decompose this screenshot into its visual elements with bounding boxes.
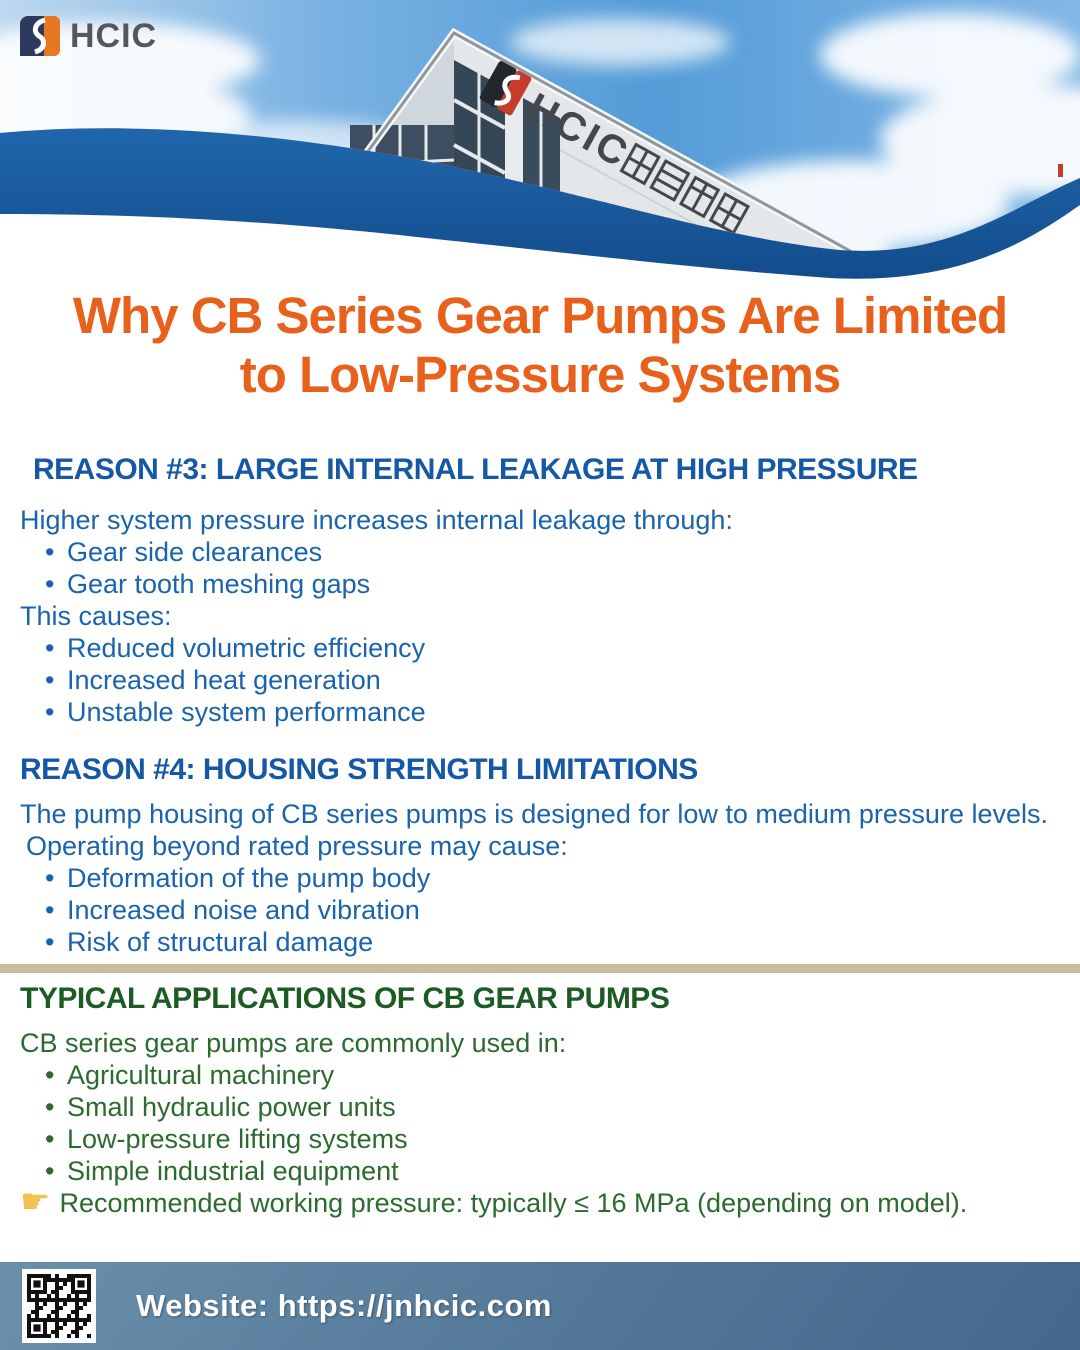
- list-item: Gear tooth meshing gaps: [20, 568, 1060, 600]
- reason3-intro: Higher system pressure increases interna…: [20, 505, 733, 535]
- hcic-logo-icon: [20, 16, 60, 56]
- pointing-finger-icon: ☛: [20, 1183, 51, 1221]
- footer-bar: Website: https://jnhcic.com: [0, 1262, 1080, 1350]
- title-line-2: to Low-Pressure Systems: [239, 346, 842, 403]
- reason4-heading: REASON #4: HOUSING STRENGTH LIMITATIONS: [20, 753, 698, 786]
- building-sign-cjk-characters: [619, 142, 751, 235]
- title-line-1: Why CB Series Gear Pumps Are Limited: [72, 287, 1008, 344]
- list-item: Gear side clearances: [20, 536, 1060, 568]
- recommendation-note: ☛ Recommended working pressure: typicall…: [20, 1183, 1060, 1221]
- hcic-logo: HCIC: [20, 16, 157, 56]
- list-item: Reduced volumetric efficiency: [20, 632, 1060, 664]
- page-title: Why CB Series Gear Pumps Are Limited to …: [0, 286, 1080, 404]
- reason3-causes-list: Reduced volumetric efficiency Increased …: [20, 632, 1060, 728]
- applications-heading: TYPICAL APPLICATIONS OF CB GEAR PUMPS: [20, 982, 670, 1015]
- logo-text: HCIC: [70, 16, 158, 55]
- reason3-heading: REASON #3: LARGE INTERNAL LEAKAGE AT HIG…: [33, 453, 918, 486]
- content-area: REASON #3: LARGE INTERNAL LEAKAGE AT HIG…: [0, 452, 1080, 1219]
- list-item: Simple industrial equipment: [20, 1155, 1060, 1187]
- building-logo-icon: [479, 61, 517, 108]
- list-item: Unstable system performance: [20, 696, 1060, 728]
- list-item: Risk of structural damage: [20, 926, 1060, 958]
- reason3-bullet-list: Gear side clearances Gear tooth meshing …: [20, 536, 1060, 600]
- applications-bullet-list: Agricultural machinery Small hydraulic p…: [20, 1059, 1060, 1187]
- website-url: Website: https://jnhcic.com: [136, 1288, 552, 1323]
- red-flag: [1058, 164, 1063, 177]
- recommendation-text: Recommended working pressure: typically …: [59, 1188, 968, 1218]
- list-item: Low-pressure lifting systems: [20, 1123, 1060, 1155]
- list-item: Increased noise and vibration: [20, 894, 1060, 926]
- list-item: Agricultural machinery: [20, 1059, 1060, 1091]
- reason4-paragraph-1: The pump housing of CB series pumps is d…: [20, 799, 1048, 829]
- section-divider: [0, 964, 1080, 973]
- reason4-paragraph-2: Operating beyond rated pressure may caus…: [26, 831, 568, 861]
- qr-code: [22, 1269, 96, 1343]
- reason4-bullet-list: Deformation of the pump body Increased n…: [20, 862, 1060, 958]
- wave-band: [0, 128, 1080, 279]
- applications-intro: CB series gear pumps are commonly used i…: [20, 1028, 567, 1058]
- list-item: Small hydraulic power units: [20, 1091, 1060, 1123]
- list-item: Deformation of the pump body: [20, 862, 1060, 894]
- list-item: Increased heat generation: [20, 664, 1060, 696]
- header-photo: HCIC: [0, 0, 1080, 279]
- reason3-causes-label: This causes:: [20, 601, 172, 631]
